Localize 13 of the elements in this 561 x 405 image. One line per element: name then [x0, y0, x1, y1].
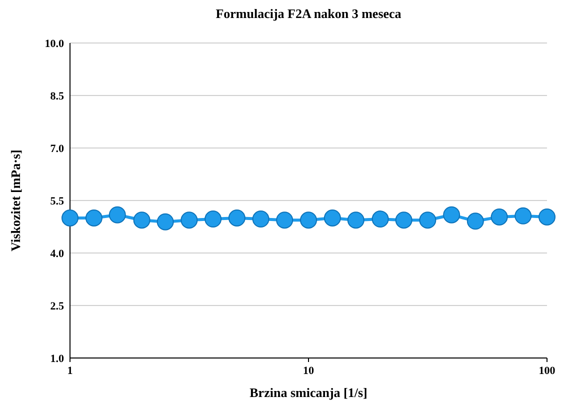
y-tick-label: 4.0: [50, 248, 64, 260]
x-tick-label: 10: [303, 365, 314, 377]
y-tick-label: 1.0: [50, 352, 64, 365]
chart-title: Formulacija F2A nakon 3 meseca: [216, 6, 402, 21]
x-tick-label: 1: [67, 365, 73, 377]
y-tick-label: 10.0: [44, 38, 64, 50]
y-tick-label: 8.5: [50, 90, 64, 102]
x-axis-title: Brzina smicanja [1/s]: [250, 385, 368, 400]
y-axis-title: Viskozitet [mPa·s]: [8, 150, 23, 252]
y-tick-label: 7.0: [50, 142, 64, 155]
x-tick-label: 100: [538, 365, 556, 377]
y-tick-label: 2.5: [50, 300, 64, 312]
y-tick-label: 5.5: [50, 195, 64, 208]
